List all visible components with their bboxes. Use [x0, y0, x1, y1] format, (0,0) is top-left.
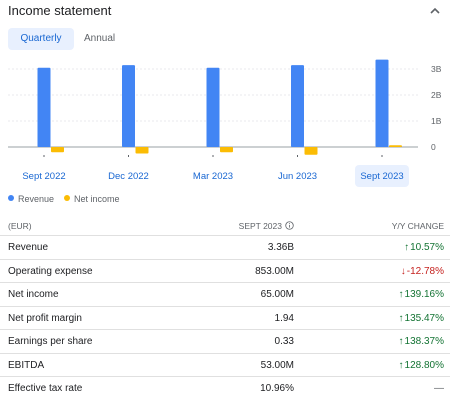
x-tick-label[interactable]: Jun 2023 [278, 171, 317, 182]
revenue-bar [37, 67, 51, 147]
arrow-up-icon: ↑ [404, 242, 410, 253]
info-icon[interactable] [285, 221, 294, 230]
chevron-up-icon[interactable] [428, 4, 442, 18]
section-title: Income statement [8, 3, 112, 18]
revenue-bar [375, 59, 389, 147]
metric-change: ↑10.57% [404, 242, 444, 253]
change-value: 139.16% [404, 289, 444, 300]
metric-label: Net income [8, 289, 59, 300]
metric-value: 10.96% [260, 383, 294, 394]
selected-period-highlight [355, 165, 409, 187]
x-tick-label[interactable]: Mar 2023 [193, 171, 233, 182]
x-tick-label[interactable]: Dec 2022 [108, 171, 149, 182]
net-income-bar [304, 147, 318, 155]
y-tick-label: 0 [431, 142, 436, 152]
x-tick-label[interactable]: Sept 2022 [22, 171, 65, 182]
table-header: (EUR) SEPT 2023 Y/Y CHANGE [0, 216, 450, 236]
net-income-bar [389, 145, 402, 147]
income-statement-header: Income statement [0, 0, 450, 24]
metric-change: ↓-12.78% [401, 266, 444, 277]
metric-label: Operating expense [8, 265, 93, 277]
legend-net-income: Net income [64, 194, 120, 204]
metric-label: Earnings per share [8, 336, 93, 347]
y-tick-label: 3B [431, 64, 442, 74]
metric-value: 65.00M [260, 289, 294, 300]
legend-net-income-label: Net income [74, 194, 120, 204]
y-tick-label: 2B [431, 90, 442, 100]
period-text: SEPT 2023 [238, 221, 282, 231]
metric-value: 53.00M [260, 359, 294, 371]
metric-label: EBITDA [8, 359, 45, 371]
metric-value: 853.00M [255, 265, 294, 277]
metric-change: ↑139.16% [399, 289, 444, 300]
arrow-up-icon: ↑ [398, 359, 404, 371]
change-value: — [434, 383, 444, 394]
arrow-up-icon: ↑ [398, 336, 404, 347]
metric-value: 0.33 [274, 336, 294, 347]
metric-change: — [434, 383, 444, 394]
change-value: 138.37% [404, 336, 444, 347]
net-income-bar [135, 147, 149, 154]
net-income-bar [220, 147, 233, 153]
metric-label: Net profit margin [8, 312, 82, 324]
arrow-up-icon: ↑ [398, 312, 404, 324]
revenue-bar [291, 65, 304, 147]
net-income-bar [51, 147, 64, 153]
table-row: Net profit margin 1.94 ↑135.47% [0, 307, 450, 330]
table-row: Earnings per share 0.33 ↑138.37% [0, 330, 450, 354]
x-tick-label[interactable]: Sept 2023 [360, 171, 403, 182]
currency-label: (EUR) [8, 221, 32, 231]
metric-change: ↑128.80% [399, 360, 444, 371]
period-label: SEPT 2023 [239, 221, 294, 231]
change-value: -12.78% [406, 265, 444, 277]
change-label: Y/Y CHANGE [391, 221, 444, 231]
tab-annual[interactable]: Annual [84, 33, 116, 44]
arrow-up-icon: ↑ [398, 289, 404, 300]
financials-table: (EUR) SEPT 2023 Y/Y CHANGE Revenue 3.36B ↑… [0, 216, 450, 401]
table-row: Net income 65.00M ↑139.16% [0, 283, 450, 307]
net-income-dot-icon [64, 195, 70, 201]
change-value: 128.80% [404, 359, 444, 371]
revenue-bar [122, 65, 135, 147]
table-row: Revenue 3.36B ↑10.57% [0, 236, 450, 260]
table-row: EBITDA 53.00M ↑128.80% [0, 354, 450, 377]
change-value: 135.47% [404, 312, 444, 324]
metric-value: 1.94 [274, 312, 294, 324]
income-chart: 3B 2B 1B 0 Sept 2022 Dec 2022 Mar 2023 Jun 2023… [8, 59, 442, 187]
metric-value: 3.36B [267, 242, 294, 253]
table-row: Operating expense 853.00M ↓-12.78% [0, 260, 450, 283]
metric-label: Revenue [8, 242, 49, 253]
tab-quarterly[interactable]: Quarterly [8, 28, 74, 50]
legend-revenue: Revenue [8, 194, 54, 204]
revenue-dot-icon [8, 195, 14, 201]
metric-label: Effective tax rate [8, 383, 83, 394]
change-value: 10.57% [410, 242, 444, 253]
table-row: Effective tax rate 10.96% — [0, 377, 450, 401]
revenue-bar [206, 67, 220, 147]
legend-revenue-label: Revenue [18, 194, 55, 204]
arrow-down-icon: ↓ [400, 265, 406, 277]
metric-change: ↑135.47% [399, 313, 444, 324]
metric-change: ↑138.37% [399, 336, 444, 347]
y-tick-label: 1B [431, 116, 442, 126]
